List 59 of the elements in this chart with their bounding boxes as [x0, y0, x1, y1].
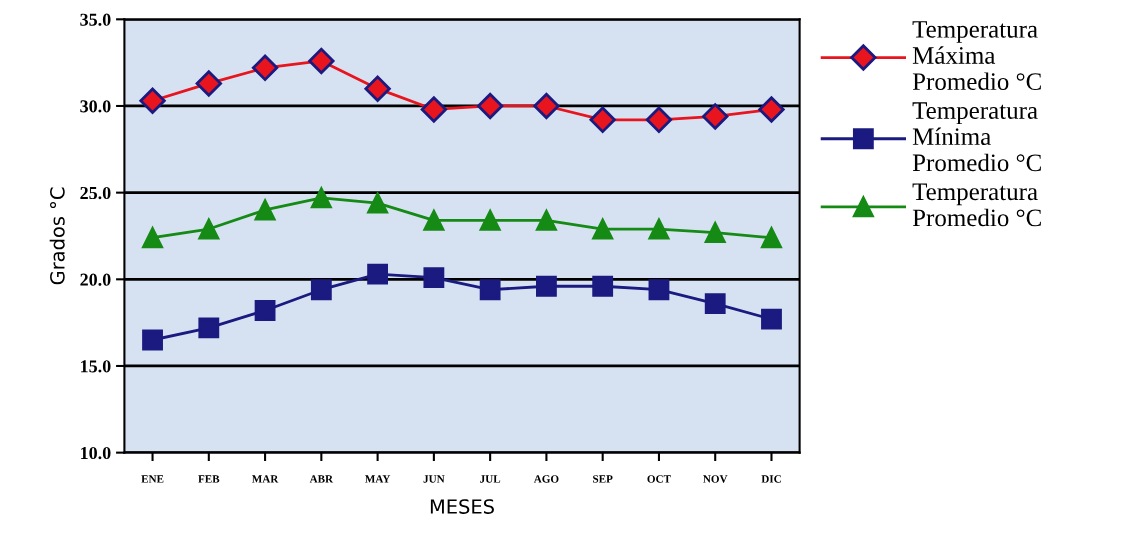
y-axis-title: Grados °C — [49, 187, 65, 285]
point — [589, 106, 616, 134]
point — [423, 209, 445, 231]
legend-label: Temperatura Mínima Promedio °C — [912, 102, 1041, 172]
x-tick-label: ABR — [309, 475, 334, 483]
point — [195, 70, 222, 97]
point — [423, 267, 445, 288]
x-tick-label: ENE — [141, 475, 164, 483]
point — [310, 279, 332, 301]
point — [761, 227, 782, 249]
x-tick-label: NOV — [703, 475, 728, 483]
y-tick-label: 25.0 — [80, 186, 111, 200]
point — [592, 275, 614, 297]
point — [648, 279, 670, 301]
point — [479, 209, 501, 231]
legend-label: Temperatura Promedio °C — [912, 183, 1041, 227]
y-tick-label: 20.0 — [80, 273, 111, 286]
point — [704, 293, 726, 314]
point — [536, 275, 557, 297]
point — [308, 47, 335, 75]
x-tick-label: SEP — [593, 475, 613, 483]
x-tick-label: MAR — [252, 475, 279, 483]
point — [142, 227, 163, 249]
point — [367, 263, 389, 285]
legend-label: Temperatura Máxima Promedio °C — [912, 21, 1041, 91]
point — [702, 103, 729, 130]
point — [364, 75, 391, 102]
point — [251, 54, 279, 82]
point — [254, 300, 276, 321]
point — [761, 308, 782, 330]
y-tick-label: 35.0 — [80, 13, 111, 26]
point — [253, 197, 277, 221]
y-tick-label: 10.0 — [81, 446, 111, 460]
point — [704, 222, 726, 243]
point — [479, 279, 501, 301]
x-tick-label: FEB — [198, 475, 220, 483]
x-tick-label: JUN — [423, 475, 445, 483]
point — [592, 218, 614, 240]
point — [198, 317, 220, 339]
point — [648, 218, 670, 240]
x-axis-title: MESES — [430, 499, 494, 514]
point — [198, 218, 220, 240]
x-tick-label: JUL — [480, 475, 501, 483]
point — [533, 92, 560, 120]
x-tick-label: DIC — [761, 475, 781, 483]
point — [645, 106, 673, 134]
y-tick-label: 15.0 — [81, 360, 111, 373]
point — [758, 96, 785, 123]
x-tick-label: AGO — [533, 475, 559, 483]
point — [476, 92, 504, 120]
point — [139, 87, 166, 114]
x-tick-label: MAY — [365, 475, 391, 483]
x-tick-label: OCT — [647, 475, 671, 483]
y-tick-label: 30.0 — [80, 100, 111, 113]
point — [142, 329, 163, 351]
point — [310, 187, 332, 209]
point — [536, 209, 557, 231]
point — [420, 96, 448, 123]
point — [367, 192, 389, 214]
